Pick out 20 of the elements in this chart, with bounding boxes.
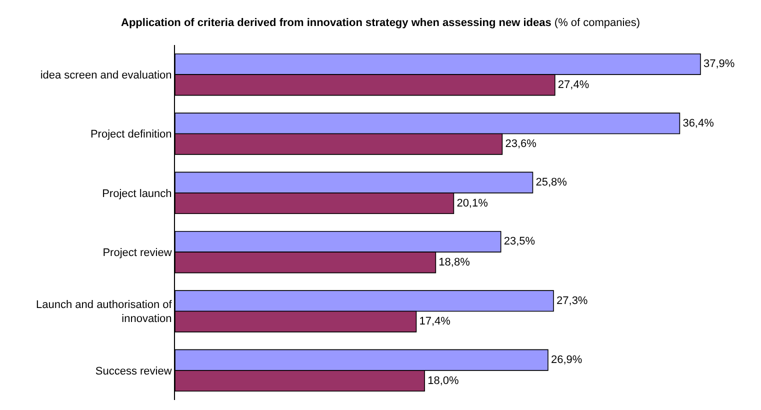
- y-tick-label: Project launch: [102, 188, 172, 200]
- y-tick-label: Success review: [95, 365, 172, 378]
- y-tick-label: Project definition: [90, 128, 172, 141]
- data-label: 26,9%: [550, 354, 582, 366]
- data-label: 37,9%: [703, 58, 735, 70]
- y-tick-label: Launch and authorisation of innovation: [36, 298, 173, 326]
- y-tick-label: Project review: [102, 246, 172, 259]
- data-label: 18,8%: [438, 256, 470, 268]
- chart-title: Application of criteria derived from innovation strategy when assessing new ideas: [121, 17, 552, 30]
- data-label: 27,3%: [556, 294, 588, 307]
- data-label: 27,4%: [558, 78, 590, 91]
- data-label: 25,8%: [536, 176, 568, 189]
- data-label: 18,0%: [428, 374, 459, 387]
- data-label: 17,4%: [419, 316, 451, 328]
- data-label: 23,5%: [504, 236, 536, 248]
- data-label: 20,1%: [456, 197, 488, 210]
- chart-subtitle: (% of companies): [554, 17, 640, 30]
- data-label: 36,4%: [682, 117, 714, 130]
- y-tick-label: idea screen and evaluation: [40, 69, 172, 82]
- data-label: 23,6%: [505, 138, 537, 150]
